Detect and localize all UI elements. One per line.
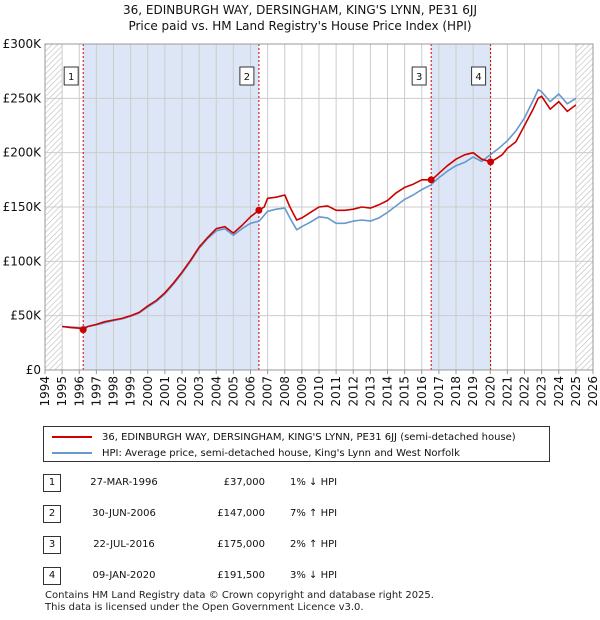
transaction-row: 4 09-JAN-2020 £191,500 3% ↓ HPI (0, 567, 600, 587)
legend-swatch-property (52, 436, 92, 438)
footer-licence: This data is licensed under the Open Gov… (45, 602, 364, 613)
x-tick-label: 2007 (261, 376, 275, 407)
sale-label-number: 2 (244, 72, 250, 83)
sale-label-number: 4 (475, 72, 481, 83)
price-chart: 1 2 3 4 £0 £50K £100K £150K £200K £250K £300K 1994… (3, 37, 600, 407)
transaction-price: £191,500 (217, 570, 265, 581)
legend: 36, EDINBURGH WAY, DERSINGHAM, KING'S LY… (43, 426, 550, 462)
x-tick-label: 1996 (72, 376, 86, 407)
transaction-price: £147,000 (217, 508, 265, 519)
transaction-hpi-diff: 1% ↓ HPI (290, 477, 338, 488)
y-tick-label: £300K (3, 37, 43, 51)
x-tick-label: 2012 (346, 376, 360, 407)
sale-marker (487, 158, 495, 166)
x-tick-label: 2017 (432, 376, 446, 407)
transaction-date: 27-MAR-1996 (90, 477, 158, 488)
legend-swatch-hpi (52, 452, 92, 454)
x-tick-label: 2004 (209, 376, 223, 407)
x-tick-label: 2026 (586, 376, 600, 407)
legend-label-property: 36, EDINBURGH WAY, DERSINGHAM, KING'S LY… (102, 431, 516, 443)
transaction-number: 4 (43, 567, 61, 585)
x-tick-label: 2009 (295, 376, 309, 407)
sale-label-box (411, 66, 427, 86)
transaction-number: 3 (43, 536, 61, 554)
x-tick-label: 2008 (278, 376, 292, 407)
property-price-line (61, 95, 577, 331)
y-tick-label: £250K (3, 91, 43, 105)
footer-copyright: Contains HM Land Registry data © Crown c… (45, 590, 434, 601)
x-tick-label: 1997 (89, 376, 103, 407)
y-tick-label: £200K (3, 146, 43, 160)
legend-item-property: 36, EDINBURGH WAY, DERSINGHAM, KING'S LY… (52, 430, 516, 444)
x-tick-label: 2022 (518, 376, 532, 407)
sale-label-number: 3 (416, 72, 422, 83)
x-tick-label: 2015 (398, 376, 412, 407)
y-tick-label: £0 (26, 363, 41, 377)
x-tick-label: 2016 (415, 376, 429, 407)
sale-marker (79, 326, 87, 334)
x-tick-label: 2023 (535, 376, 549, 407)
x-tick-label: 2006 (244, 376, 258, 407)
transaction-date: 22-JUL-2016 (93, 539, 155, 550)
y-tick-label: £150K (3, 200, 43, 214)
y-tick-label: £100K (3, 254, 43, 268)
sale-label-box (239, 66, 255, 86)
x-tick-label: 2019 (466, 376, 480, 407)
sale-marker (255, 206, 263, 214)
sale-label-box (471, 66, 487, 86)
x-tick-label: 2005 (226, 376, 240, 407)
x-tick-label: 2025 (569, 376, 583, 407)
sale-marker (427, 176, 435, 184)
chart-title-address: 36, EDINBURGH WAY, DERSINGHAM, KING'S LY… (122, 3, 477, 17)
x-tick-label: 1999 (124, 376, 138, 407)
x-tick-label: 1998 (107, 376, 121, 407)
transaction-number: 1 (43, 474, 61, 492)
sale-label-number: 1 (68, 72, 74, 83)
transaction-hpi-diff: 2% ↑ HPI (290, 539, 338, 550)
x-tick-label: 1995 (55, 376, 69, 407)
transaction-number: 2 (43, 505, 61, 523)
x-tick-label: 1994 (38, 376, 52, 407)
transaction-price: £175,000 (217, 539, 265, 550)
x-tick-label: 2020 (483, 376, 497, 407)
x-tick-label: 2018 (449, 376, 463, 407)
transaction-hpi-diff: 3% ↓ HPI (290, 570, 338, 581)
x-tick-label: 2013 (363, 376, 377, 407)
transaction-hpi-diff: 7% ↑ HPI (290, 508, 338, 519)
x-tick-label: 2024 (552, 376, 566, 407)
transaction-row: 1 27-MAR-1996 £37,000 1% ↓ HPI (0, 474, 600, 494)
hpi-line (62, 88, 577, 329)
legend-label-hpi: HPI: Average price, semi-detached house,… (102, 447, 460, 459)
y-tick-label: £50K (10, 309, 42, 323)
transaction-row: 2 30-JUN-2006 £147,000 7% ↑ HPI (0, 505, 600, 525)
transaction-date: 30-JUN-2006 (92, 508, 156, 519)
transaction-row: 3 22-JUL-2016 £175,000 2% ↑ HPI (0, 536, 600, 556)
sale-label-box (63, 66, 79, 86)
x-tick-label: 2014 (381, 376, 395, 407)
x-tick-label: 2010 (312, 376, 326, 407)
legend-item-hpi: HPI: Average price, semi-detached house,… (52, 446, 460, 460)
x-tick-label: 2002 (175, 376, 189, 407)
chart-subtitle: Price paid vs. HM Land Registry's House … (128, 19, 472, 33)
x-tick-label: 2003 (192, 376, 206, 407)
x-tick-label: 2000 (141, 376, 155, 407)
x-tick-label: 2001 (158, 376, 172, 407)
x-tick-label: 2021 (500, 376, 514, 407)
x-tick-label: 2011 (329, 376, 343, 407)
transaction-date: 09-JAN-2020 (92, 570, 156, 581)
transaction-price: £37,000 (223, 477, 265, 488)
